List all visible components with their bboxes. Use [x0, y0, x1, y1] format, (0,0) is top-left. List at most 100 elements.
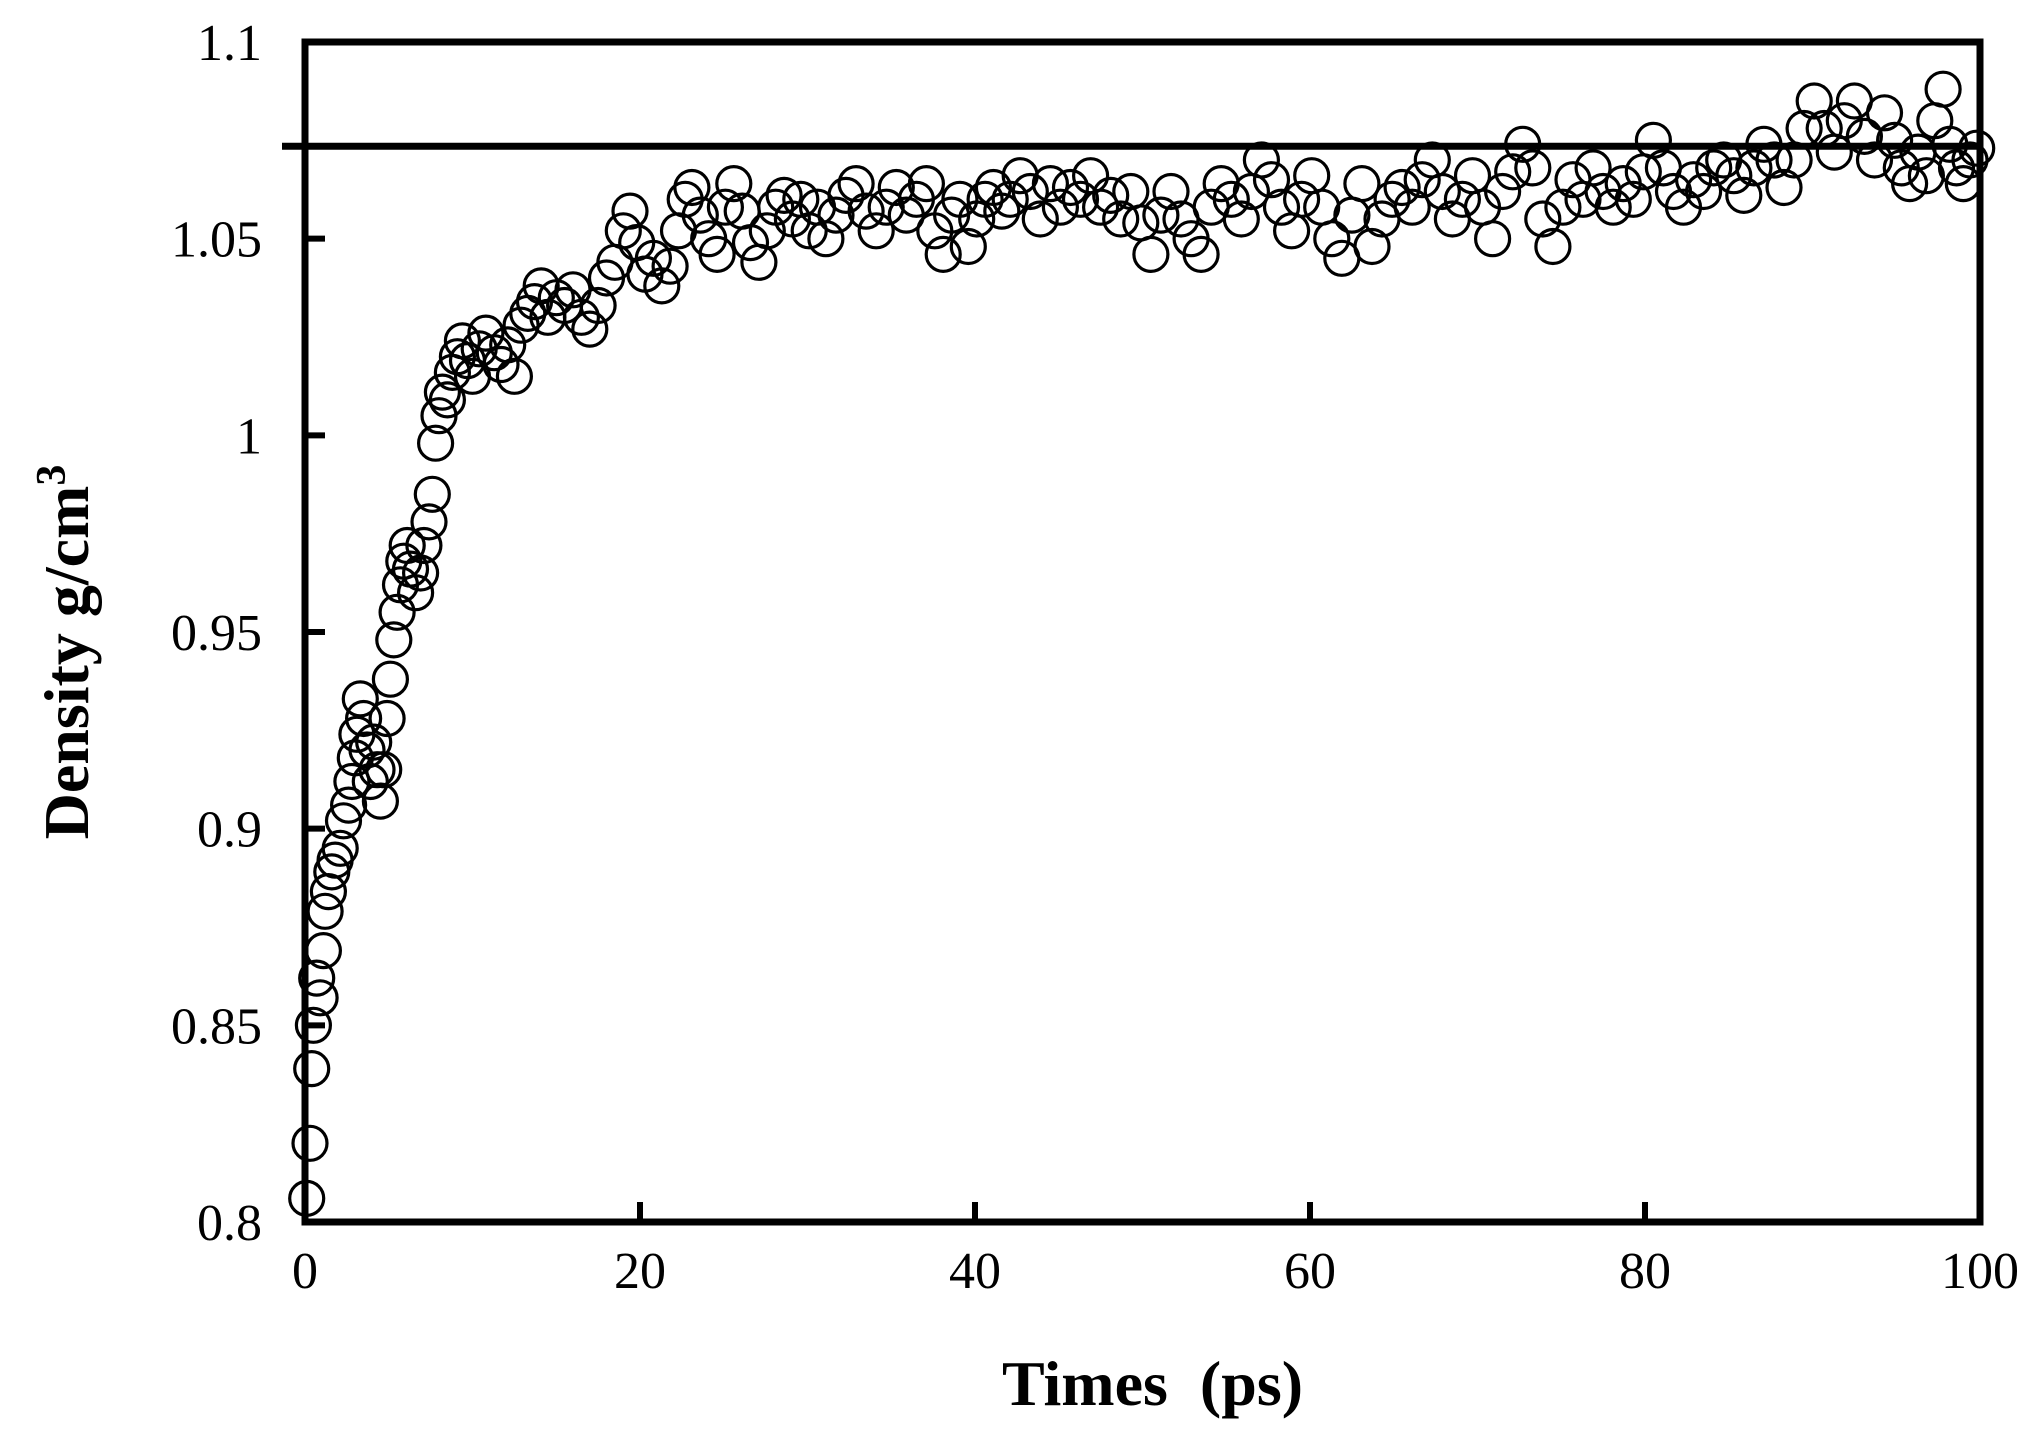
y-tick-label: 0.8 — [197, 1195, 262, 1252]
y-tick-label: 1.05 — [171, 212, 262, 269]
data-point — [1353, 227, 1391, 266]
data-point — [837, 165, 875, 203]
data-point — [397, 574, 435, 612]
data-point — [1142, 196, 1180, 234]
data-point — [673, 168, 711, 207]
data-point — [1494, 153, 1532, 191]
data-point — [1393, 188, 1431, 226]
data-point — [1152, 172, 1190, 211]
data-point — [375, 621, 413, 659]
data-point — [1674, 161, 1713, 199]
x-tick-label: 80 — [1619, 1243, 1671, 1300]
data-point — [1634, 121, 1673, 159]
y-axis-ticks: 0.8 0.85 0.9 0.95 1 1.05 1.1 — [171, 15, 325, 1252]
data-point — [958, 200, 996, 238]
data-point — [765, 176, 803, 214]
data-point — [413, 475, 451, 513]
data-point — [1252, 161, 1291, 199]
data-point — [355, 723, 393, 761]
data-point — [715, 165, 753, 203]
data-point — [1483, 172, 1522, 211]
data-point — [1423, 172, 1461, 211]
data-point — [417, 424, 455, 462]
data-point — [643, 267, 681, 305]
y-tick-label: 0.95 — [171, 605, 262, 662]
data-point — [365, 751, 403, 789]
data-point — [1282, 180, 1321, 218]
x-axis-title: Times (ps) — [1002, 1348, 1303, 1419]
data-point — [291, 1124, 329, 1162]
data-point — [313, 853, 351, 891]
data-point — [907, 165, 946, 203]
data-point — [410, 503, 448, 541]
x-tick-label: 0 — [292, 1243, 318, 1300]
data-point — [1081, 188, 1120, 226]
y-tick-label: 1.1 — [197, 15, 262, 72]
data-point — [1865, 94, 1904, 132]
data-point — [1684, 172, 1723, 211]
data-point — [1222, 200, 1260, 238]
data-point — [604, 212, 642, 250]
data-point — [341, 680, 379, 718]
data-point — [428, 381, 466, 419]
data-point — [321, 829, 359, 867]
data-point — [1403, 161, 1441, 199]
data-point — [991, 180, 1029, 218]
data-point — [1524, 200, 1562, 238]
data-point — [1313, 220, 1351, 258]
data-point — [1132, 235, 1170, 273]
data-point — [1122, 204, 1160, 242]
data-point — [443, 322, 481, 360]
y-axis-title-text: Density g/cm — [31, 486, 102, 840]
data-point — [1343, 165, 1381, 203]
data-point — [1303, 188, 1341, 226]
data-point — [651, 247, 689, 285]
data-point — [1212, 180, 1250, 218]
data-point — [361, 782, 399, 820]
data-point — [681, 196, 719, 234]
x-axis-ticks: 0 20 40 60 80 100 — [292, 1202, 2019, 1300]
data-point — [1514, 149, 1552, 187]
data-point — [333, 762, 371, 801]
data-point — [847, 192, 885, 230]
data-point — [867, 188, 905, 226]
data-point — [1875, 121, 1914, 159]
y-tick-label: 0.85 — [171, 998, 262, 1055]
data-point — [1061, 180, 1100, 218]
data-markers — [288, 70, 1996, 1218]
data-point — [817, 196, 855, 234]
data-point — [345, 699, 383, 738]
data-point — [1907, 157, 1946, 195]
y-axis-title: Density g/cm3 — [29, 465, 102, 840]
data-point — [294, 1006, 332, 1044]
x-tick-label: 20 — [614, 1243, 666, 1300]
data-point — [1916, 102, 1954, 140]
data-point — [983, 192, 1021, 230]
data-point — [1102, 200, 1140, 238]
data-point — [1564, 180, 1602, 218]
data-point — [371, 660, 409, 698]
data-point — [495, 357, 534, 395]
data-point — [740, 243, 778, 281]
data-point — [293, 1049, 331, 1088]
data-point — [698, 235, 736, 273]
data-point — [1021, 200, 1059, 238]
data-point — [324, 802, 363, 840]
data-point — [1614, 180, 1652, 218]
data-point — [1725, 176, 1763, 214]
data-point — [1333, 196, 1371, 234]
data-point — [1544, 188, 1582, 226]
data-point — [1695, 149, 1733, 187]
data-point — [579, 286, 617, 325]
data-point — [949, 227, 987, 266]
data-point — [423, 373, 461, 411]
data-point — [1092, 176, 1130, 214]
data-point — [807, 220, 845, 258]
y-axis-title-superscript: 3 — [29, 465, 75, 486]
x-tick-label: 40 — [949, 1243, 1001, 1300]
data-point — [368, 699, 406, 738]
data-point — [877, 168, 915, 207]
data-point — [857, 212, 895, 250]
data-point — [1735, 149, 1773, 187]
data-point — [405, 526, 443, 565]
